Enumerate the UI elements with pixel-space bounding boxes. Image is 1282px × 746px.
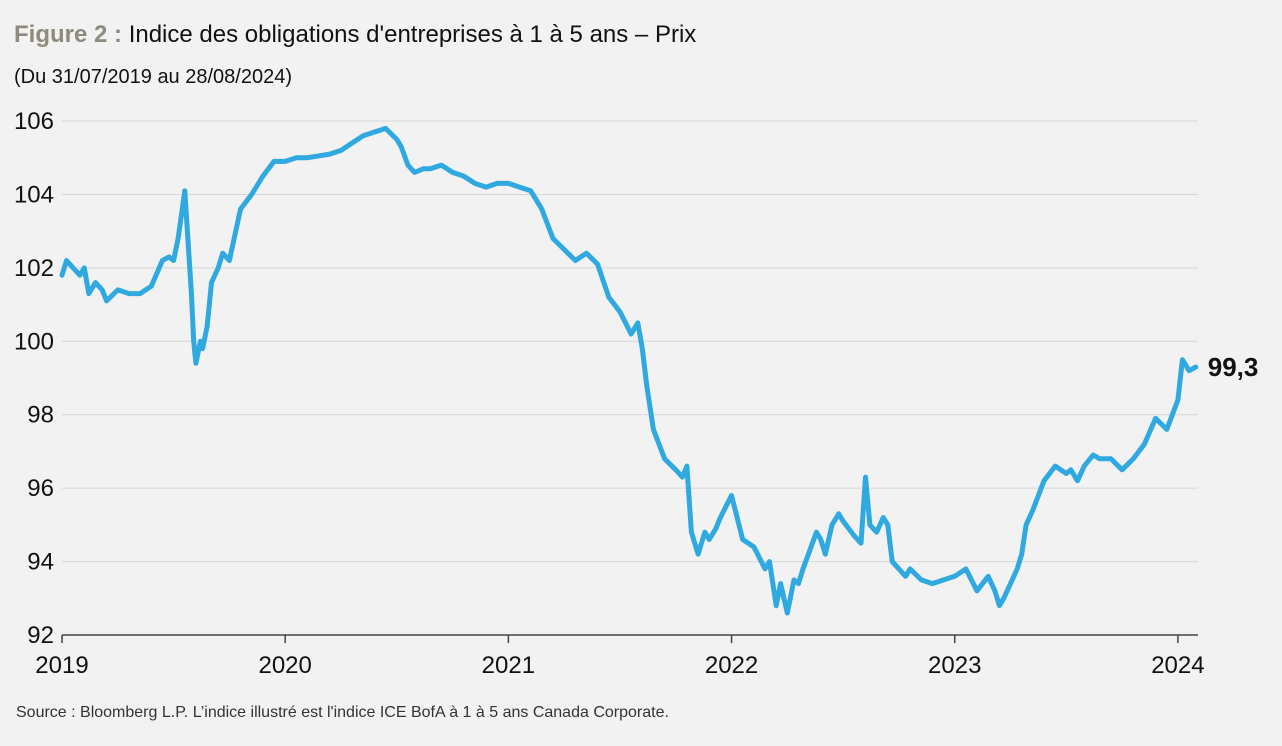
- series-group: [59, 125, 1199, 616]
- y-tick-label-98: 98: [27, 402, 54, 429]
- x-tick-label-2023: 2023: [928, 652, 981, 679]
- y-axis: 92 94 96 98 100 102 104 106: [14, 108, 54, 649]
- grid-lines: [62, 120, 1198, 563]
- end-value-label: 99,3: [1208, 352, 1259, 382]
- x-tick-label-2019: 2019: [35, 652, 88, 679]
- y-tick-label-94: 94: [27, 549, 54, 576]
- source-note: Source : Bloomberg L.P. L’indice illustr…: [16, 704, 669, 721]
- y-tick-label-104: 104: [14, 181, 54, 208]
- end-value-group: 99,3: [1208, 352, 1259, 382]
- y-tick-label-92: 92: [27, 622, 54, 649]
- chart-subtitle: (Du 31/07/2019 au 28/08/2024): [14, 66, 292, 88]
- figure-title-text: Indice des obligations d'entreprises à 1…: [128, 21, 697, 48]
- x-tick-label-2022: 2022: [705, 652, 758, 679]
- y-tick-label-106: 106: [14, 108, 54, 135]
- y-tick-label-102: 102: [14, 255, 54, 282]
- x-tick-label-2020: 2020: [258, 652, 311, 679]
- figure-label: Figure 2 :: [14, 21, 123, 48]
- chart-title: Figure 2 : Indice des obligations d'entr…: [14, 18, 696, 52]
- y-tick-label-100: 100: [14, 328, 54, 355]
- y-tick-label-96: 96: [27, 475, 54, 502]
- series-line-0: [59, 125, 1199, 616]
- x-tick-label-2024: 2024: [1151, 652, 1204, 679]
- x-axis: 2019 2020 2021 2022 2023 2024: [35, 634, 1205, 679]
- x-tick-label-2021: 2021: [482, 652, 535, 679]
